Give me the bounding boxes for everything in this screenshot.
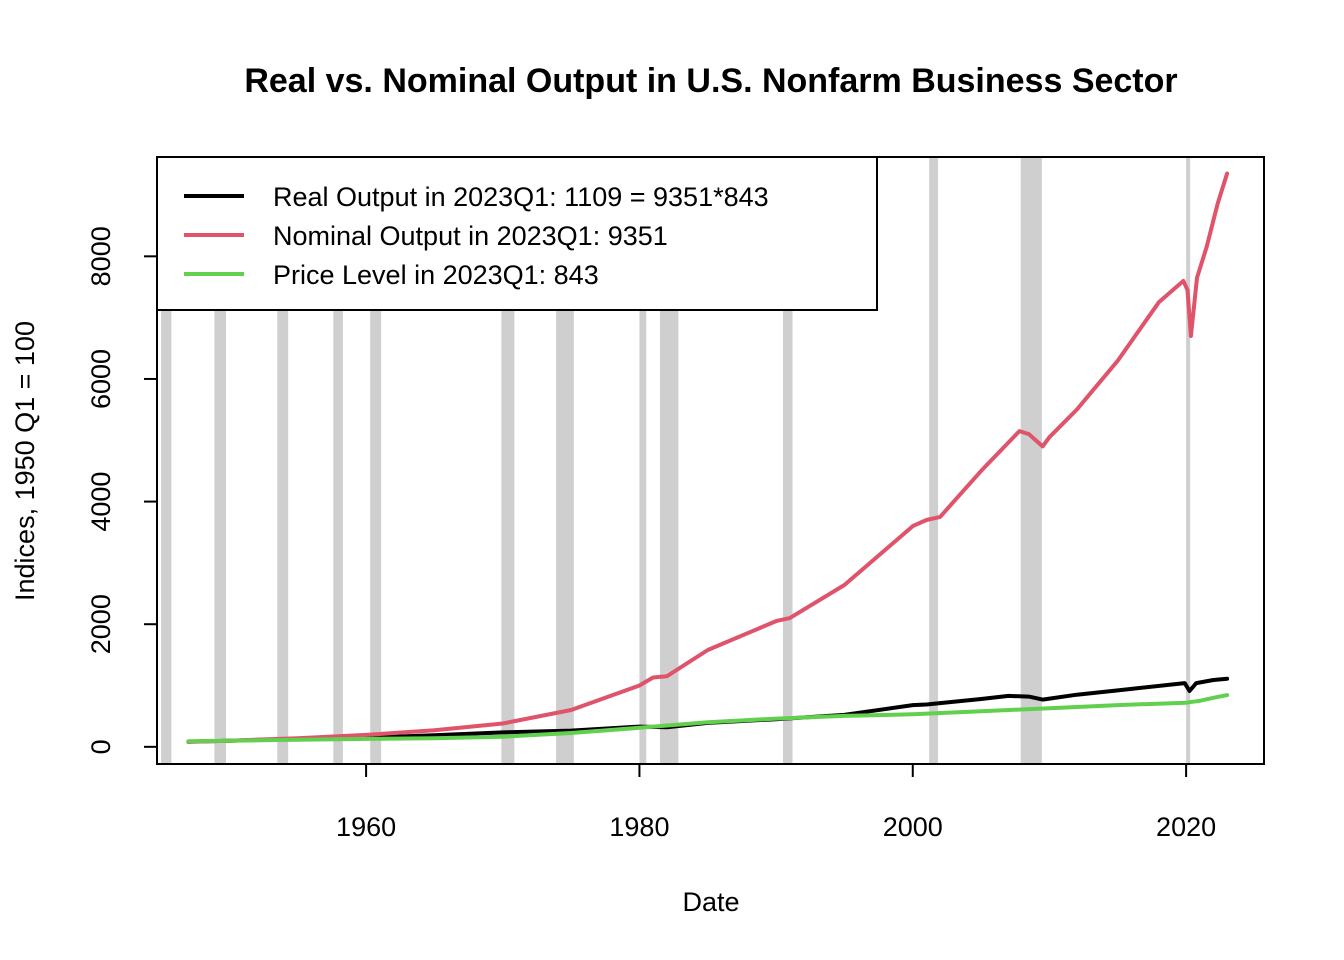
x-tick-label: 1980 (609, 812, 669, 842)
recession-band (214, 158, 227, 763)
recession-band (277, 158, 289, 763)
series-line-1 (186, 676, 1230, 744)
recession-band (782, 158, 793, 763)
series-line-2 (186, 171, 1230, 744)
legend-label: Price Level in 2023Q1: 843 (273, 260, 599, 290)
legend: Real Output in 2023Q1: 1109 = 9351*843 No… (156, 156, 878, 311)
recession-band (333, 158, 343, 763)
recession-band (1020, 158, 1042, 763)
chart-title: Real vs. Nominal Output in U.S. Nonfarm … (244, 62, 1177, 100)
y-tick-label: 0 (86, 739, 116, 754)
series-line-3 (186, 693, 1230, 744)
y-axis-label: Indices, 1950 Q1 = 100 (10, 321, 40, 601)
y-tick-label: 6000 (86, 349, 116, 409)
recession-band (929, 158, 939, 763)
legend-label: Nominal Output in 2023Q1: 9351 (273, 221, 668, 251)
series-lines (186, 171, 1230, 744)
x-tick-label: 2020 (1156, 812, 1216, 842)
recession-band (1186, 158, 1191, 763)
y-tick-label: 2000 (86, 594, 116, 654)
recession-band (161, 158, 172, 763)
x-tick-label: 2000 (883, 812, 943, 842)
recession-band (370, 158, 382, 763)
recession-band (639, 158, 647, 763)
y-tick-label: 4000 (86, 472, 116, 532)
y-tick-label: 8000 (86, 226, 116, 286)
x-axis-label: Date (682, 887, 739, 917)
x-tick-label: 1960 (336, 812, 396, 842)
legend-label: Real Output in 2023Q1: 1109 = 9351*843 (273, 182, 769, 212)
axes: 1960 1980 2000 2020 0 2000 4000 6000 8000 (86, 226, 1216, 842)
legend-box (156, 156, 878, 311)
